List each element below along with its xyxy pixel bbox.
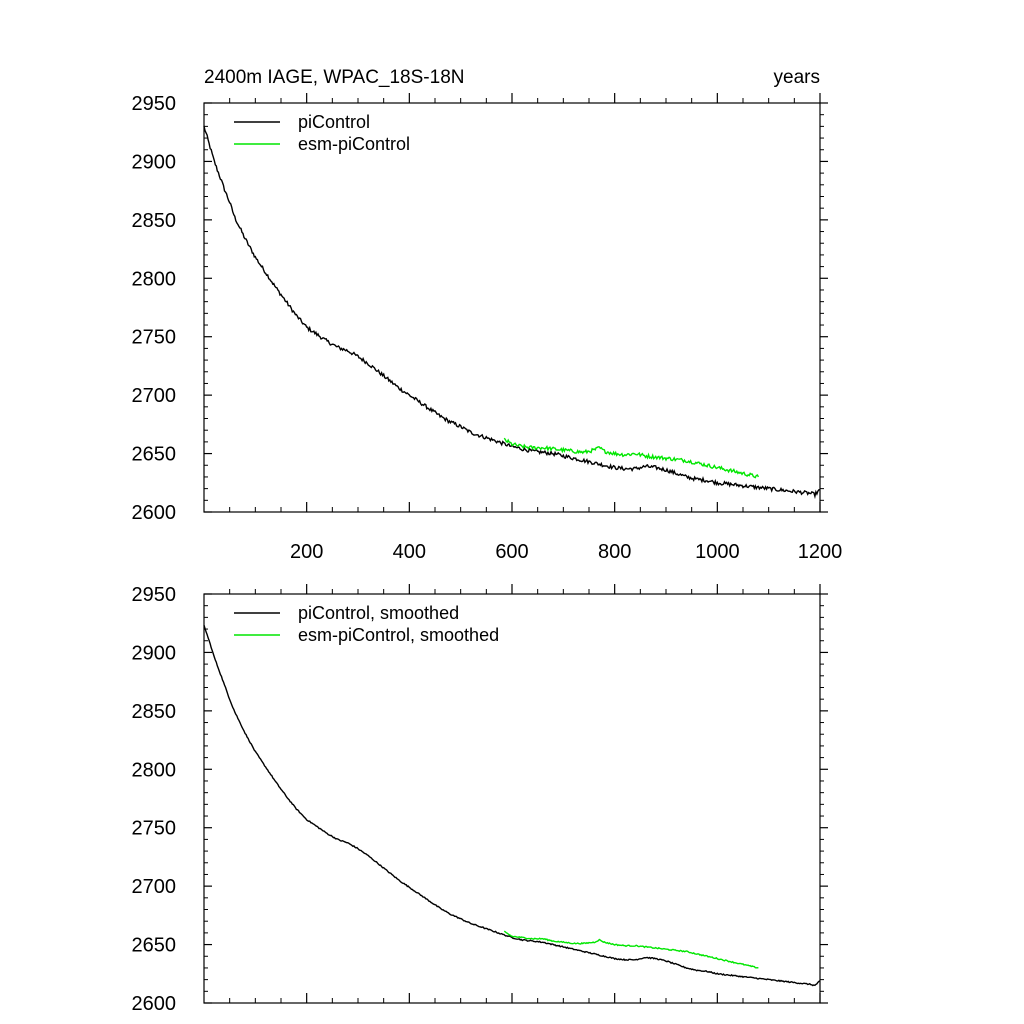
chart-title: 2400m IAGE, WPAC_18S-18N (204, 67, 464, 88)
x-tick-label: 1200 (798, 541, 843, 563)
y-tick-label: 2750 (132, 818, 177, 840)
legend-label: piControl (298, 112, 370, 132)
series-line-esm-picontrol-smoothed (503, 930, 759, 969)
y-tick-label: 2900 (132, 642, 177, 664)
y-tick-label: 2950 (132, 584, 177, 606)
y-tick-label: 2750 (132, 327, 177, 349)
legend-label: esm-piControl (298, 134, 410, 154)
y-tick-label: 2800 (132, 759, 177, 781)
y-tick-label: 2600 (132, 993, 177, 1015)
series-line-picontrol-smoothed (203, 624, 821, 987)
series-line-esm-picontrol (503, 437, 760, 479)
series-line-picontrol (203, 125, 821, 500)
legend-label: esm-piControl, smoothed (298, 625, 499, 645)
y-tick-label: 2800 (132, 268, 177, 290)
y-tick-label: 2650 (132, 444, 177, 466)
units-label: years (774, 67, 820, 88)
y-tick-label: 2650 (132, 935, 177, 957)
x-tick-label: 200 (290, 541, 323, 563)
y-tick-label: 2850 (132, 210, 177, 232)
y-tick-label: 2600 (132, 502, 177, 524)
x-tick-label: 800 (598, 541, 631, 563)
plot-frame (203, 593, 821, 1004)
legend-label: piControl, smoothed (298, 603, 459, 623)
y-tick-label: 2950 (132, 93, 177, 115)
bottom-panel: 2600 2650 2700 2750 2800 2850 2900 2950 piContro… (132, 584, 828, 1015)
y-tick-label: 2850 (132, 701, 177, 723)
y-tick-label: 2900 (132, 151, 177, 173)
y-tick-label: 2700 (132, 385, 177, 407)
plot-frame (203, 102, 821, 513)
x-tick-label: 600 (495, 541, 528, 563)
top-panel: 2400m IAGE, WPAC_18S-18N years 2600 2650 270… (132, 67, 843, 563)
x-tick-label: 400 (393, 541, 426, 563)
x-tick-label: 1000 (695, 541, 740, 563)
y-tick-label: 2700 (132, 876, 177, 898)
